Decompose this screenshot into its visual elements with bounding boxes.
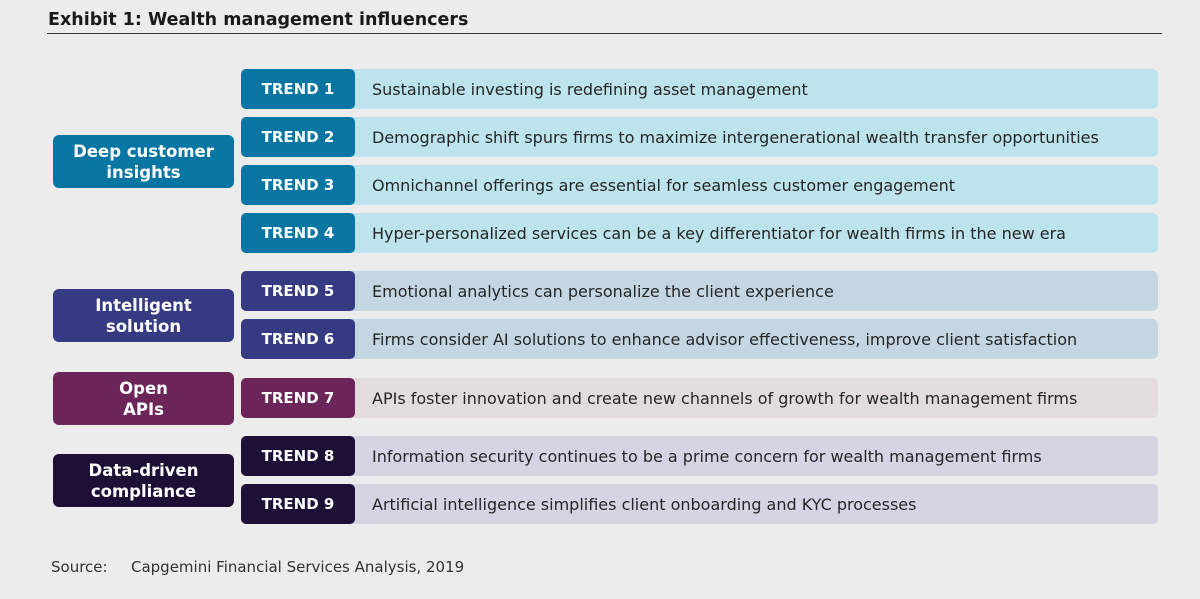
trend-tag: TREND 3 (241, 165, 355, 205)
group-label-line: APIs (123, 399, 164, 419)
trend-tag: TREND 5 (241, 271, 355, 311)
group-label-line: Open (119, 378, 168, 398)
source-note: Source: Capgemini Financial Services Anal… (51, 558, 464, 576)
group-label-line: Intelligent (95, 295, 192, 315)
trend-description: Artificial intelligence simplifies clien… (341, 484, 1158, 524)
trend-row-7: APIs foster innovation and create new ch… (241, 378, 1158, 418)
trend-row-2: Demographic shift spurs firms to maximiz… (241, 117, 1158, 157)
trend-row-9: Artificial intelligence simplifies clien… (241, 484, 1158, 524)
exhibit-title: Exhibit 1: Wealth management influencers (48, 10, 469, 30)
trend-tag: TREND 4 (241, 213, 355, 253)
trend-tag: TREND 7 (241, 378, 355, 418)
trend-row-1: Sustainable investing is redefining asse… (241, 69, 1158, 109)
trend-description: Sustainable investing is redefining asse… (341, 69, 1158, 109)
group-open-apis: Open APIs (53, 372, 234, 425)
trend-description: Firms consider AI solutions to enhance a… (341, 319, 1158, 359)
source-label: Source: (51, 558, 108, 576)
group-label-line: insights (106, 162, 181, 182)
trend-tag: TREND 8 (241, 436, 355, 476)
trend-description: Emotional analytics can personalize the … (341, 271, 1158, 311)
trend-description: APIs foster innovation and create new ch… (341, 378, 1158, 418)
trend-row-5: Emotional analytics can personalize the … (241, 271, 1158, 311)
trend-description: Information security continues to be a p… (341, 436, 1158, 476)
group-label-line: Deep customer (73, 141, 214, 161)
source-text: Capgemini Financial Services Analysis, 2… (131, 558, 465, 576)
trend-row-6: Firms consider AI solutions to enhance a… (241, 319, 1158, 359)
trend-description: Omnichannel offerings are essential for … (341, 165, 1158, 205)
group-label-line: Data-driven (88, 460, 199, 480)
group-data-driven-compliance: Data-driven compliance (53, 454, 234, 507)
trend-row-8: Information security continues to be a p… (241, 436, 1158, 476)
title-divider (47, 33, 1162, 34)
trend-description: Demographic shift spurs firms to maximiz… (341, 117, 1158, 157)
trend-tag: TREND 2 (241, 117, 355, 157)
trend-tag: TREND 9 (241, 484, 355, 524)
trend-description: Hyper-personalized services can be a key… (341, 213, 1158, 253)
group-intelligent-solution: Intelligent solution (53, 289, 234, 342)
group-label-line: solution (105, 316, 182, 336)
trend-row-4: Hyper-personalized services can be a key… (241, 213, 1158, 253)
trend-row-3: Omnichannel offerings are essential for … (241, 165, 1158, 205)
group-label-line: compliance (90, 481, 197, 501)
group-deep-customer-insights: Deep customer insights (53, 135, 234, 188)
trend-tag: TREND 1 (241, 69, 355, 109)
trend-tag: TREND 6 (241, 319, 355, 359)
